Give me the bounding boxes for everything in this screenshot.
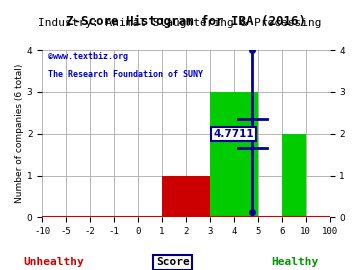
Text: 4.7711: 4.7711 — [213, 129, 254, 139]
Text: ©www.textbiz.org: ©www.textbiz.org — [48, 52, 128, 61]
Title: Z-Score Histogram for IBA (2016): Z-Score Histogram for IBA (2016) — [66, 15, 306, 28]
Bar — [162, 176, 210, 217]
Text: Unhealthy: Unhealthy — [24, 257, 84, 267]
Text: Healthy: Healthy — [271, 257, 319, 267]
Bar — [210, 92, 258, 217]
Text: Score: Score — [156, 257, 190, 267]
Y-axis label: Number of companies (6 total): Number of companies (6 total) — [15, 64, 24, 203]
Bar — [282, 134, 306, 217]
Text: The Research Foundation of SUNY: The Research Foundation of SUNY — [48, 70, 203, 79]
Text: Industry: Animal Slaughtering & Processing: Industry: Animal Slaughtering & Processi… — [38, 18, 322, 28]
